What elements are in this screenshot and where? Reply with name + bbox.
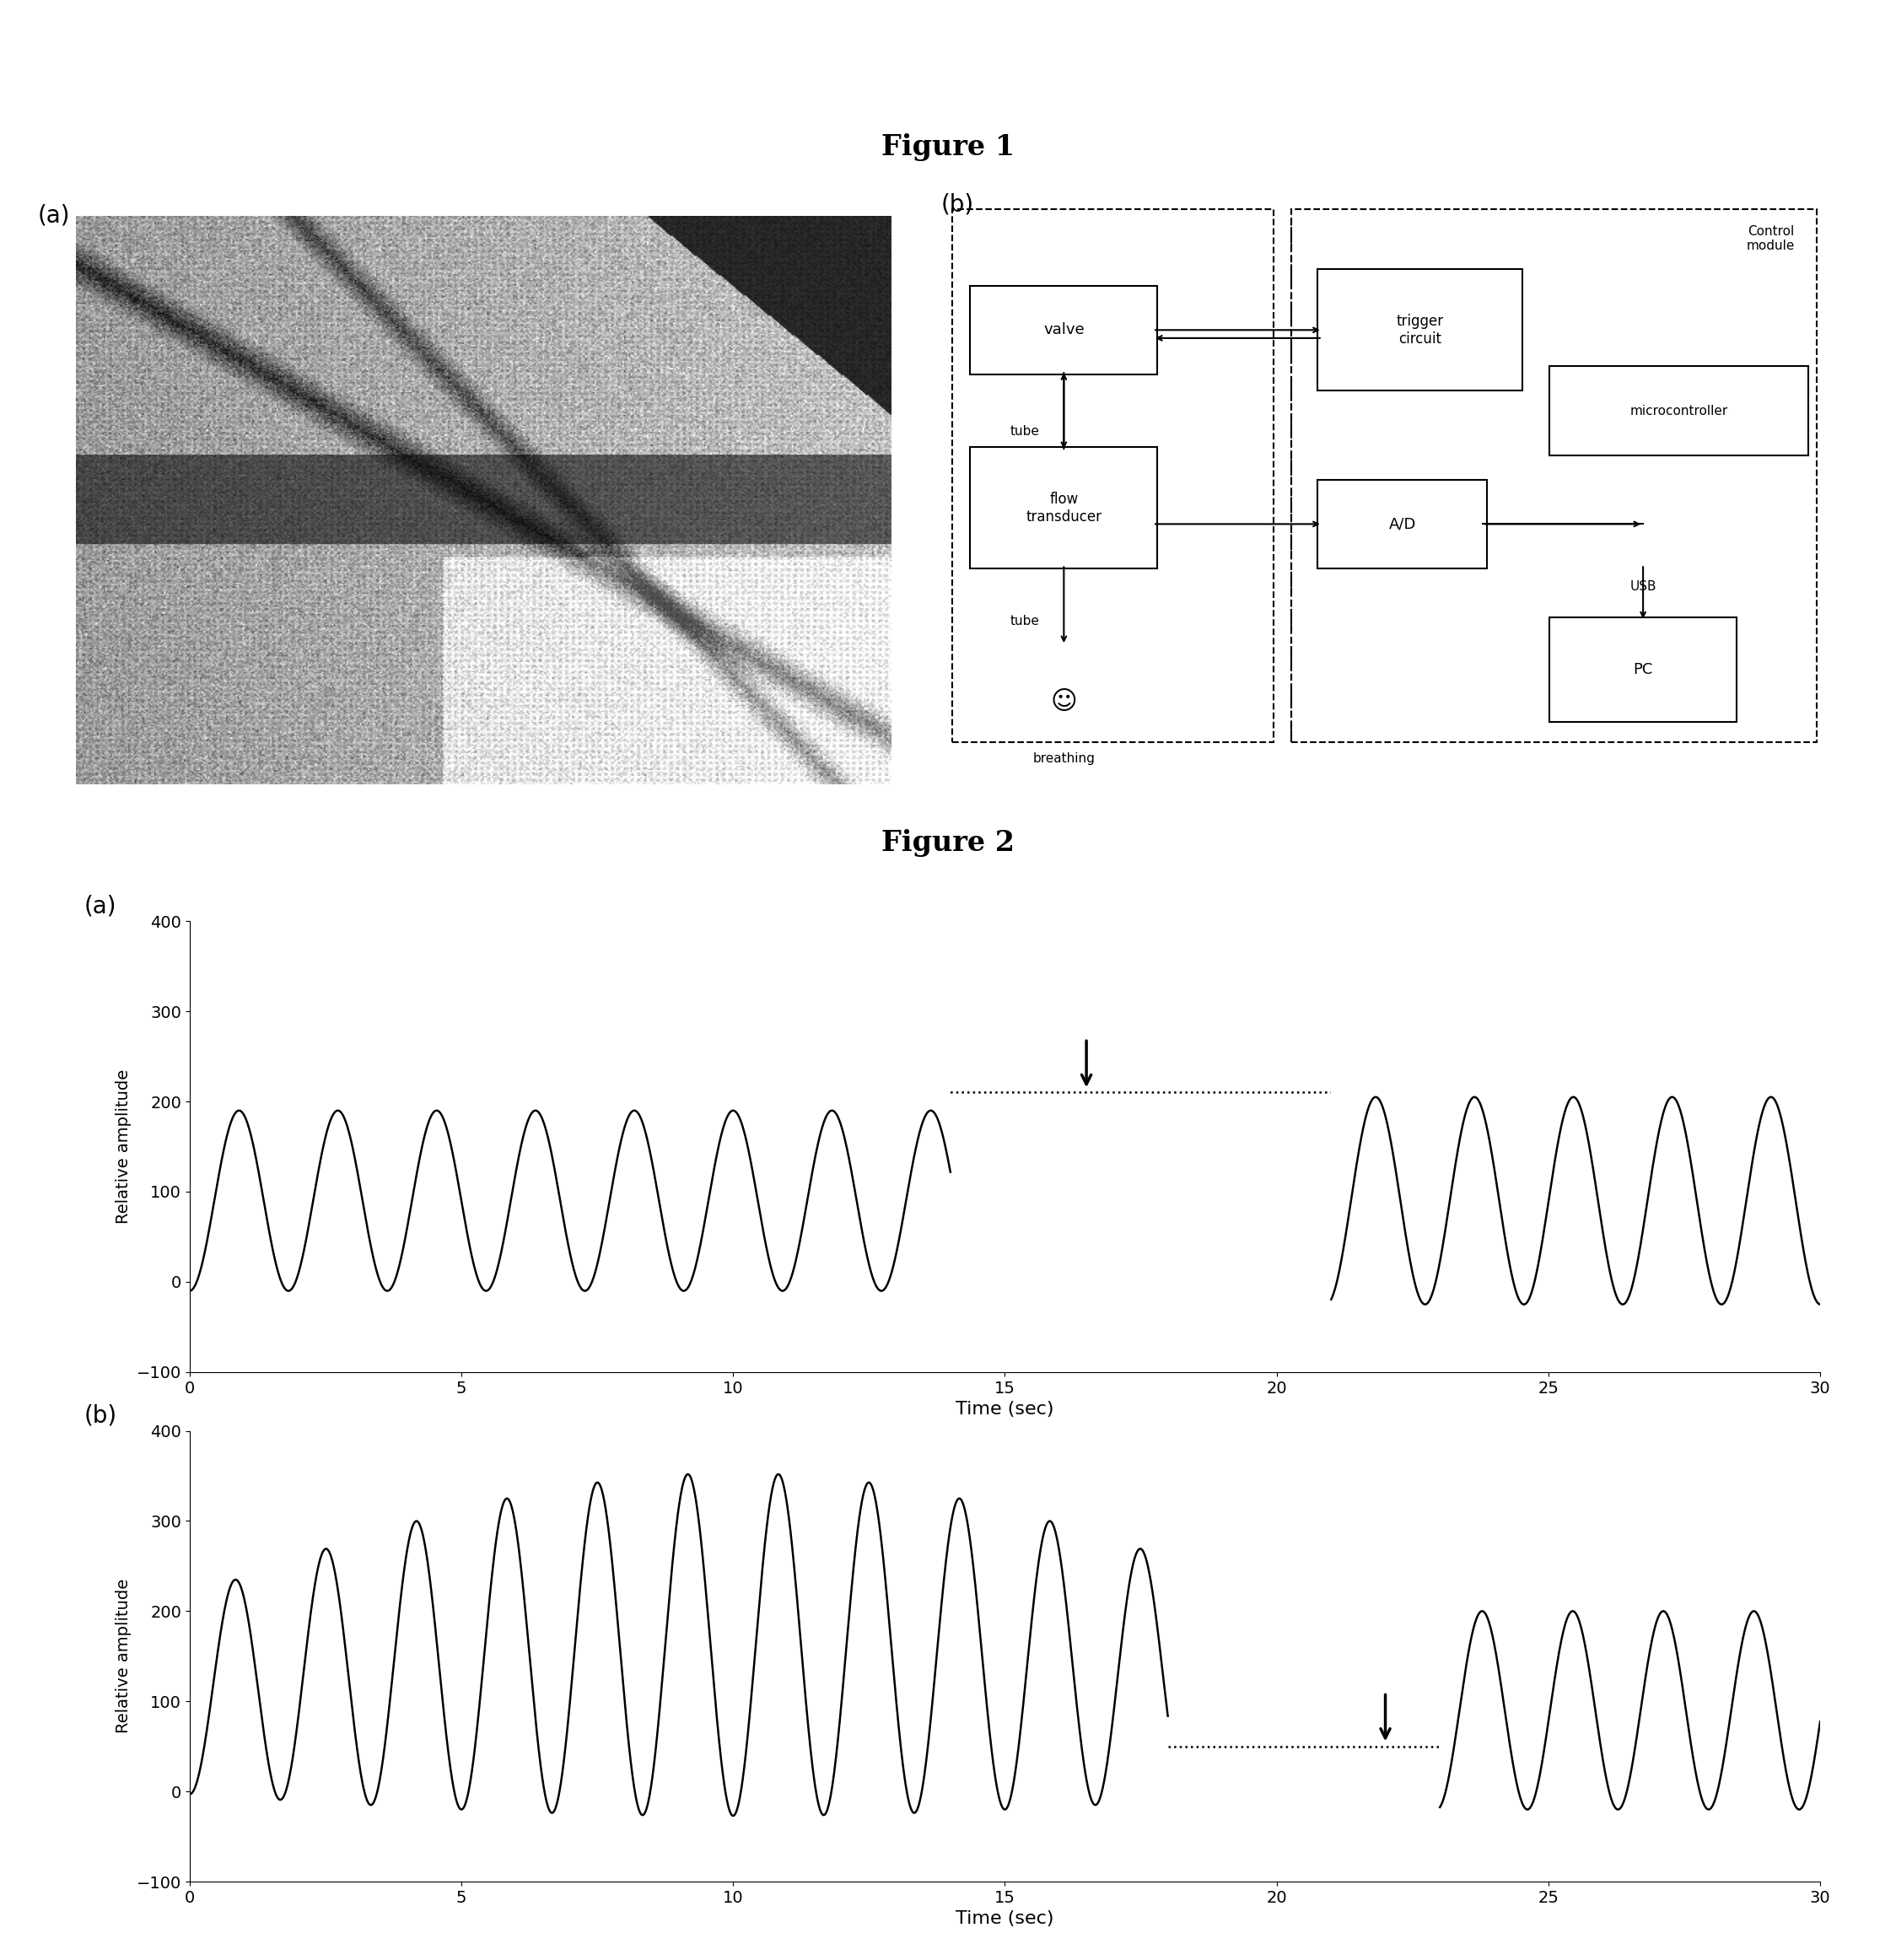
Text: (a): (a) — [38, 204, 70, 227]
FancyBboxPatch shape — [971, 286, 1157, 374]
Text: PC: PC — [1632, 662, 1653, 676]
Text: A/D: A/D — [1388, 517, 1416, 531]
Text: ☺: ☺ — [1050, 690, 1077, 713]
FancyBboxPatch shape — [1549, 367, 1809, 455]
Text: trigger
circuit: trigger circuit — [1397, 314, 1445, 347]
Text: Figure 2: Figure 2 — [882, 829, 1014, 857]
Text: microcontroller: microcontroller — [1631, 404, 1727, 417]
Text: (b): (b) — [83, 1403, 118, 1427]
Text: Control
module: Control module — [1746, 225, 1794, 253]
FancyBboxPatch shape — [1549, 617, 1737, 721]
Text: breathing: breathing — [1033, 753, 1096, 764]
FancyBboxPatch shape — [971, 447, 1157, 568]
Text: valve: valve — [1043, 323, 1085, 337]
Text: tube: tube — [1011, 425, 1039, 437]
Y-axis label: Relative amplitude: Relative amplitude — [116, 1070, 133, 1223]
X-axis label: Time (sec): Time (sec) — [956, 1911, 1054, 1927]
Text: flow
transducer: flow transducer — [1026, 492, 1102, 523]
X-axis label: Time (sec): Time (sec) — [956, 1401, 1054, 1417]
Text: tube: tube — [1011, 615, 1039, 627]
Y-axis label: Relative amplitude: Relative amplitude — [116, 1580, 133, 1733]
Text: Figure 1: Figure 1 — [882, 133, 1014, 161]
Bar — [1291, 210, 1816, 743]
Text: (a): (a) — [83, 894, 116, 917]
FancyBboxPatch shape — [1318, 269, 1522, 390]
Bar — [952, 210, 1274, 743]
Text: USB: USB — [1631, 580, 1657, 592]
Text: (b): (b) — [940, 192, 975, 216]
FancyBboxPatch shape — [1318, 480, 1486, 568]
